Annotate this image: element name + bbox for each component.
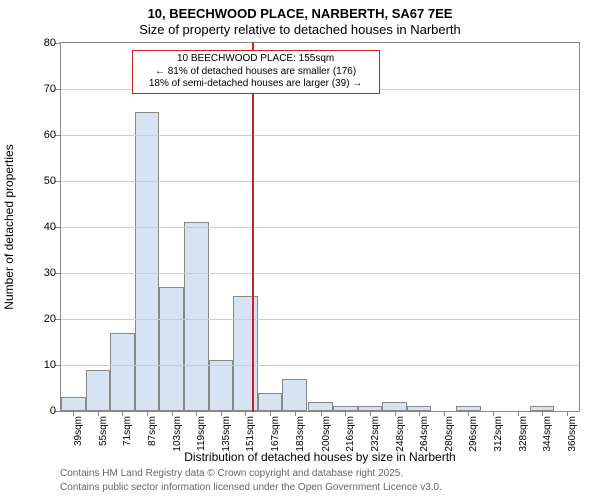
xtick-label: 183sqm [295, 416, 306, 466]
xtick-label: 87sqm [147, 416, 158, 466]
ytick-label: 0 [50, 405, 56, 417]
xtick-label: 216sqm [345, 416, 356, 466]
grid-line [61, 227, 579, 228]
grid-line [61, 319, 579, 320]
histogram-bar [233, 296, 258, 411]
xtick-label: 264sqm [419, 416, 430, 466]
histogram-bar [61, 397, 86, 411]
histogram-bar [110, 333, 135, 411]
y-axis-label: Number of detached properties [2, 42, 22, 412]
xtick-label: 312sqm [493, 416, 504, 466]
grid-line [61, 365, 579, 366]
histogram-bar [184, 222, 209, 411]
xtick-label: 119sqm [196, 416, 207, 466]
histogram-bar [258, 393, 283, 411]
xtick-label: 55sqm [98, 416, 109, 466]
histogram-bar [135, 112, 160, 411]
ytick-label: 20 [44, 313, 56, 325]
ytick-label: 60 [44, 129, 56, 141]
marker-line [252, 42, 254, 412]
xtick-label: 103sqm [172, 416, 183, 466]
annotation-line2: ← 81% of detached houses are smaller (17… [137, 66, 375, 79]
histogram-bar [308, 402, 333, 411]
chart-title-line1: 10, BEECHWOOD PLACE, NARBERTH, SA67 7EE [0, 6, 600, 21]
xtick-label: 328sqm [518, 416, 529, 466]
ytick-label: 40 [44, 221, 56, 233]
xtick-label: 360sqm [567, 416, 578, 466]
ytick-label: 80 [44, 37, 56, 49]
annotation-line1: 10 BEECHWOOD PLACE: 155sqm [137, 53, 375, 66]
ytick-label: 50 [44, 175, 56, 187]
histogram-bar [159, 287, 184, 411]
xtick-label: 296sqm [468, 416, 479, 466]
ytick-label: 10 [44, 359, 56, 371]
xtick-label: 39sqm [73, 416, 84, 466]
xtick-label: 232sqm [370, 416, 381, 466]
xtick-label: 167sqm [270, 416, 281, 466]
xtick-label: 344sqm [542, 416, 553, 466]
histogram-bar [382, 402, 407, 411]
grid-line [61, 135, 579, 136]
chart-title-line2: Size of property relative to detached ho… [0, 22, 600, 37]
xtick-label: 151sqm [245, 416, 256, 466]
footer-line2: Contains public sector information licen… [60, 482, 442, 493]
histogram-bar [86, 370, 111, 411]
xtick-label: 200sqm [321, 416, 332, 466]
grid-line [61, 181, 579, 182]
annotation-box: 10 BEECHWOOD PLACE: 155sqm← 81% of detac… [132, 50, 380, 94]
xtick-label: 135sqm [221, 416, 232, 466]
xtick-label: 248sqm [395, 416, 406, 466]
ytick-label: 30 [44, 267, 56, 279]
grid-line [61, 273, 579, 274]
xtick-label: 71sqm [122, 416, 133, 466]
histogram-bar [282, 379, 307, 411]
histogram-bar [209, 360, 234, 411]
xtick-label: 280sqm [444, 416, 455, 466]
ytick-label: 70 [44, 83, 56, 95]
footer-line1: Contains HM Land Registry data © Crown c… [60, 468, 403, 479]
annotation-line3: 18% of semi-detached houses are larger (… [137, 78, 375, 91]
